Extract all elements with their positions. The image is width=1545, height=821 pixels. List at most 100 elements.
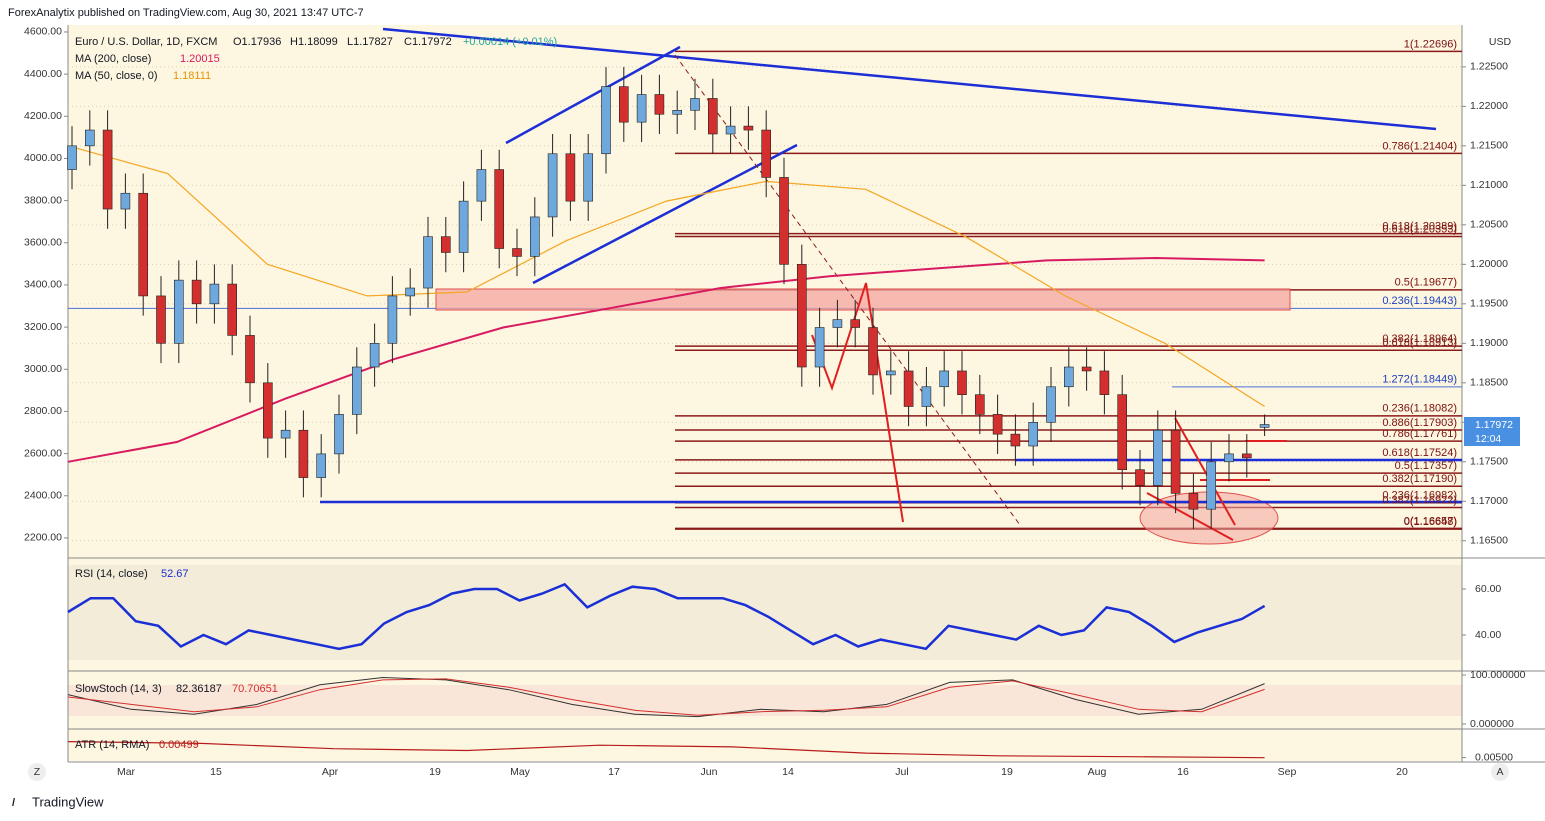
y-tick-label: 1.18500 <box>1470 377 1508 389</box>
fib-label: 0(1.16657) <box>1404 515 1457 527</box>
supply-zone <box>435 288 1291 311</box>
countdown: 12:04 <box>1475 433 1501 445</box>
atr-tick-label: 0.00500 <box>1475 751 1513 763</box>
candle-body <box>707 98 718 135</box>
zoom-right[interactable]: A <box>1496 766 1503 778</box>
zoom-button[interactable] <box>28 763 46 781</box>
candle-body <box>334 414 344 455</box>
fib-label: 0.382(1.17190) <box>1382 473 1457 485</box>
currency[interactable]: USD <box>1489 36 1512 48</box>
candle-body <box>174 279 184 344</box>
logo: / <box>12 797 15 809</box>
candle-body <box>921 386 932 407</box>
trendline <box>532 143 798 285</box>
left-tick-label: 2800.00 <box>24 405 62 417</box>
ma200-name: MA (200, close) <box>75 53 151 65</box>
stoch-d: 70.70651 <box>232 683 278 695</box>
y-tick-label: 1.19000 <box>1470 337 1508 349</box>
brand: TradingView <box>32 794 104 809</box>
left-tick-label: 2400.00 <box>24 490 62 502</box>
x-label: 15 <box>210 766 222 778</box>
blue-level-label: 1.272(1.18449) <box>1382 374 1457 386</box>
candle-body <box>476 169 487 202</box>
x-label: 16 <box>1177 766 1189 778</box>
candle-body <box>85 129 95 147</box>
candle-body <box>547 153 558 218</box>
atr-value: 0.00499 <box>159 739 199 751</box>
legend: Euro / U.S. Dollar, 1D, FXCM O1.17936 H1… <box>75 36 557 751</box>
rsi-band <box>68 565 1462 660</box>
candle-body <box>601 86 611 155</box>
candle-body <box>512 248 522 257</box>
x-label: Sep <box>1278 766 1297 778</box>
zoom-left[interactable]: Z <box>34 766 41 778</box>
auto-button[interactable] <box>1491 763 1509 781</box>
stoch-band <box>68 685 1462 716</box>
candle-body <box>1135 469 1145 486</box>
candle-body <box>405 287 416 297</box>
fib-label: 0.618(1.18913) <box>1382 337 1457 349</box>
candle-body <box>974 394 985 415</box>
candle-body <box>156 295 166 344</box>
x-label: 19 <box>429 766 441 778</box>
stoch-k: 82.36187 <box>176 683 222 695</box>
candle-body <box>868 327 878 376</box>
candle-body <box>1028 422 1038 447</box>
candle-body <box>1242 453 1252 459</box>
left-tick-label: 3400.00 <box>24 279 62 291</box>
blue-level-label: 0.236(1.19443) <box>1382 295 1457 307</box>
x-label: 19 <box>1001 766 1013 778</box>
fib-label: 0.382(1.18964) <box>1382 333 1457 345</box>
candle-body <box>1010 433 1021 447</box>
candle-body <box>1188 493 1199 510</box>
left-tick-label: 4200.00 <box>24 110 62 122</box>
candle-body <box>102 129 113 210</box>
ohlc-high: H1.18099 <box>290 36 338 48</box>
candle-body <box>262 382 273 439</box>
candle-body <box>565 153 576 202</box>
candle-body <box>245 335 255 384</box>
candle-body <box>618 86 629 123</box>
fib-label: 0.382(1.16922) <box>1382 494 1457 506</box>
fib-label: 0.5(1.19677) <box>1395 277 1457 289</box>
candle-body <box>743 125 754 131</box>
trendline <box>505 45 681 145</box>
candle-body <box>654 94 665 115</box>
stoch-tick-label: 100.000000 <box>1470 669 1526 681</box>
y-tick-label: 1.22000 <box>1470 100 1508 112</box>
candle-body <box>298 429 309 478</box>
ohlc-open: O1.17936 <box>233 36 281 48</box>
x-label: Mar <box>117 766 136 778</box>
stoch-tick-label: 0.000000 <box>1470 718 1514 730</box>
candle-body <box>1064 366 1074 388</box>
fib-label: 0(1.16648) <box>1404 516 1457 528</box>
y-tick-label: 1.16500 <box>1470 535 1508 547</box>
fib-label: 1(1.22696) <box>1404 38 1457 50</box>
candle-body <box>725 125 736 135</box>
candle-body <box>1170 429 1181 494</box>
candle-body <box>636 94 647 123</box>
candle-body <box>120 192 131 210</box>
candle-body <box>1046 386 1056 423</box>
atr-line <box>67 741 1265 759</box>
x-label: May <box>510 766 531 778</box>
ma50-name: MA (50, close, 0) <box>75 70 158 82</box>
y-tick-label: 1.20500 <box>1470 219 1508 231</box>
candle-body <box>351 366 362 415</box>
ohlc-low: L1.17827 <box>347 36 393 48</box>
candle-body <box>1206 461 1216 510</box>
fib-label: 0.618(1.20389) <box>1382 221 1457 233</box>
left-tick-label: 2200.00 <box>24 532 62 544</box>
left-tick-label: 2600.00 <box>24 447 62 459</box>
left-tick-label: 3800.00 <box>24 194 62 206</box>
candle-body <box>690 98 700 111</box>
candle-body <box>423 236 433 289</box>
candle-body <box>850 319 861 328</box>
candle-body <box>1224 453 1234 463</box>
stoch-k-line <box>67 676 1265 718</box>
y-tick-label: 1.20000 <box>1470 258 1508 270</box>
candle-body <box>992 414 1003 435</box>
candle-body <box>1081 366 1092 372</box>
y-tick-label: 1.17000 <box>1470 495 1508 507</box>
